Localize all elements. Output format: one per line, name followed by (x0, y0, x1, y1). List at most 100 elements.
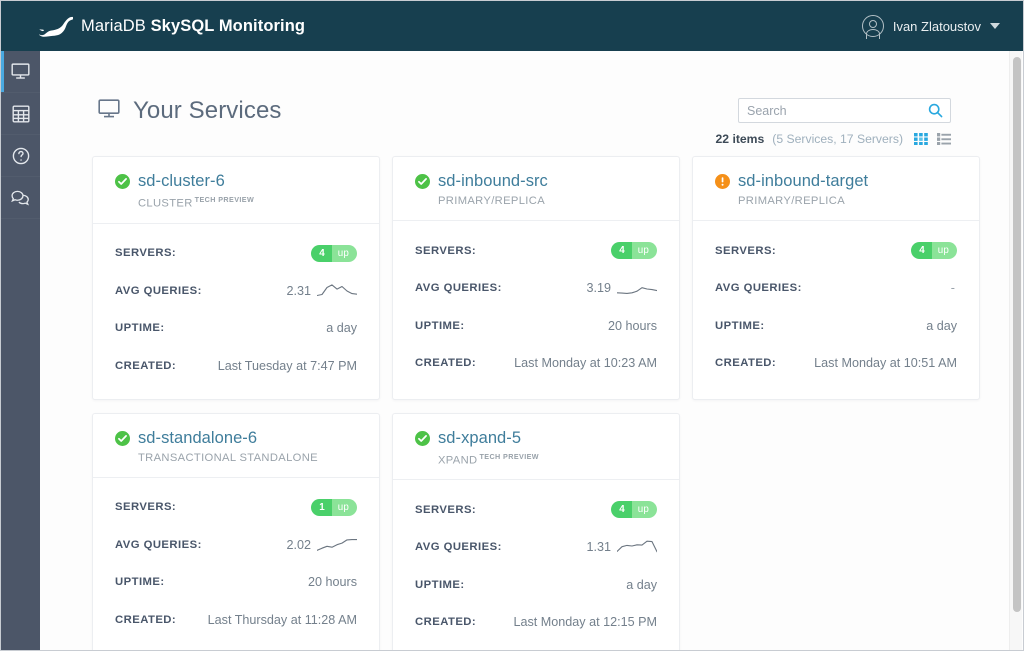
servers-label: SERVERS: (415, 503, 477, 516)
service-name[interactable]: sd-standalone-6 (138, 428, 258, 447)
vertical-scrollbar[interactable] (1009, 51, 1022, 650)
brand-title: MariaDB SkySQL Monitoring (81, 17, 305, 36)
service-name[interactable]: sd-inbound-target (738, 172, 869, 190)
service-card-title-row: sd-standalone-6 (115, 429, 379, 448)
servers-state: up (331, 244, 357, 262)
created-row: CREATED: Last Thursday at 11:28 AM (115, 601, 357, 639)
search-box[interactable] (738, 98, 951, 123)
servers-row: SERVERS: 4 up (115, 235, 357, 273)
service-card[interactable]: sd-cluster-6 CLUSTER TECH PREVIEW SERVERS: 4… (92, 156, 380, 400)
service-card[interactable]: sd-standalone-6 TRANSACTIONAL STANDALONE S… (92, 412, 380, 650)
servers-status-badge[interactable]: 4 up (611, 501, 657, 519)
avg-queries-row: AVG QUERIES: 2.02 (115, 526, 357, 564)
created-row: CREATED: Last Monday at 10:51 AM (715, 345, 957, 383)
search-input[interactable] (739, 99, 928, 122)
servers-status-badge[interactable]: 1 up (311, 498, 357, 516)
created-label: CREATED: (715, 357, 777, 370)
service-name[interactable]: sd-cluster-6 (138, 172, 225, 190)
servers-count: 4 (611, 501, 632, 519)
servers-status-badge[interactable]: 4 up (311, 244, 357, 262)
service-type: CLUSTER TECH PREVIEW (138, 195, 255, 210)
created-value: Last Monday at 12:15 PM (513, 615, 657, 630)
grid-table-icon (12, 105, 30, 123)
service-card-header: sd-inbound-src PRIMARY/REPLICA (393, 157, 679, 220)
avg-queries-label: AVG QUERIES: (415, 282, 502, 295)
items-summary: 22 items (5 Services, 17 Servers) (716, 132, 951, 146)
sidebar-item-feedback[interactable] (1, 177, 40, 219)
uptime-value: a day (626, 577, 657, 592)
created-label: CREATED: (115, 613, 177, 626)
servers-state: up (631, 242, 657, 260)
service-card[interactable]: sd-inbound-target PRIMARY/REPLICA SERVERS:… (692, 156, 980, 400)
created-row: CREATED: Last Tuesday at 7:47 PM (115, 347, 357, 385)
servers-label: SERVERS: (115, 501, 177, 514)
service-card-body: SERVERS: 4 up AVG QUERIES: - UPTIME: a day CREA… (693, 220, 979, 396)
check-circle-icon (415, 430, 430, 446)
servers-label: SERVERS: (715, 244, 777, 257)
service-card-header: sd-xpand-5 XPAND TECH PREVIEW (393, 414, 679, 480)
check-circle-icon (115, 430, 130, 446)
uptime-value: 20 hours (307, 575, 357, 590)
avg-queries-cell: 2.31 (286, 283, 357, 299)
avg-queries-sparkline (617, 287, 657, 295)
chevron-down-icon[interactable] (990, 23, 1000, 29)
service-card-title-row: sd-cluster-6 (115, 172, 379, 191)
service-card-title-row: sd-inbound-src (415, 172, 679, 191)
service-card-body: SERVERS: 4 up AVG QUERIES: 1.31 UPTIME: a day C… (393, 479, 679, 650)
servers-label: SERVERS: (415, 244, 477, 257)
servers-state: up (631, 501, 657, 519)
list-view-icon[interactable] (937, 133, 951, 145)
uptime-row: UPTIME: a day (415, 566, 657, 604)
service-card[interactable]: sd-inbound-src PRIMARY/REPLICA SERVERS: 4 up… (392, 156, 680, 400)
avg-queries-sparkline (617, 540, 657, 553)
service-type: PRIMARY/REPLICA (438, 195, 546, 207)
uptime-label: UPTIME: (415, 578, 465, 591)
created-row: CREATED: Last Monday at 10:23 AM (415, 345, 657, 383)
servers-count: 4 (611, 242, 632, 260)
service-name[interactable]: sd-xpand-5 (438, 428, 522, 447)
created-value: Last Thursday at 11:28 AM (207, 612, 357, 627)
service-card-title-row: sd-inbound-target (715, 172, 979, 191)
chat-bubbles-icon (11, 189, 30, 206)
sidebar-item-help[interactable] (1, 135, 40, 177)
search-icon[interactable] (928, 103, 943, 118)
created-label: CREATED: (115, 359, 177, 372)
service-name[interactable]: sd-inbound-src (438, 172, 548, 190)
tech-preview-badge: TECH PREVIEW (479, 451, 539, 461)
service-type: PRIMARY/REPLICA (738, 195, 846, 207)
service-card-title-row: sd-xpand-5 (415, 429, 679, 448)
monitor-screen-icon (11, 63, 30, 80)
avg-queries-value: - (950, 281, 955, 296)
created-label: CREATED: (415, 616, 477, 629)
service-type: TRANSACTIONAL STANDALONE (138, 451, 318, 464)
check-circle-icon (415, 174, 430, 189)
page-title: Your Services (133, 97, 282, 124)
grid-view-icon[interactable] (914, 133, 928, 145)
app-header: MariaDB SkySQL Monitoring Ivan Zlatousto… (1, 1, 1023, 51)
sidebar-item-monitoring[interactable] (1, 51, 40, 93)
scrollbar-thumb[interactable] (1012, 57, 1021, 612)
sidebar-item-data[interactable] (1, 93, 40, 135)
avg-queries-value: 1.31 (586, 540, 611, 555)
view-toggle (914, 133, 951, 145)
question-circle-icon (12, 147, 30, 165)
created-label: CREATED: (415, 357, 477, 370)
created-value: Last Tuesday at 7:47 PM (217, 358, 357, 373)
service-card[interactable]: sd-xpand-5 XPAND TECH PREVIEW SERVERS: 4 up AV… (392, 412, 680, 650)
servers-count: 1 (311, 498, 332, 516)
servers-status-badge[interactable]: 4 up (611, 242, 657, 260)
uptime-label: UPTIME: (115, 322, 165, 335)
avg-queries-cell: 1.31 (586, 539, 657, 555)
servers-row: SERVERS: 4 up (715, 232, 957, 270)
created-row: CREATED: Last Monday at 12:15 PM (415, 604, 657, 642)
servers-row: SERVERS: 4 up (415, 232, 657, 270)
uptime-row: UPTIME: 20 hours (115, 564, 357, 602)
service-card-header: sd-cluster-6 CLUSTER TECH PREVIEW (93, 157, 379, 223)
servers-status-badge[interactable]: 4 up (911, 242, 957, 260)
user-menu[interactable]: Ivan Zlatoustov (861, 1, 1000, 51)
created-value: Last Monday at 10:23 AM (514, 356, 657, 371)
page-header: Your Services (98, 97, 282, 125)
brand[interactable]: MariaDB SkySQL Monitoring (39, 14, 305, 38)
mariadb-seal-logo-icon (39, 14, 74, 38)
